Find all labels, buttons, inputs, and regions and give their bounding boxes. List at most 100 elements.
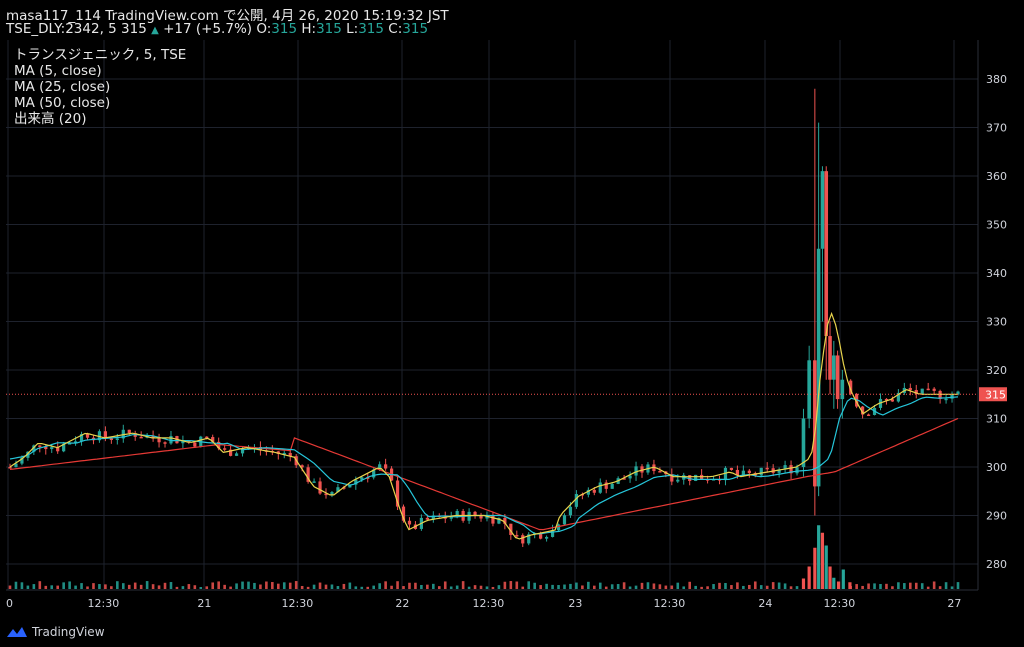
volume-bar [581,585,584,589]
candle [562,515,567,525]
volume-bar [724,583,727,589]
volume-bar [235,583,238,589]
high-value: 315 [316,21,342,37]
candle [765,467,769,470]
volume-bar [92,583,95,589]
candle [324,493,328,496]
candle [127,429,131,434]
y-tick-label: 360 [986,170,1007,183]
volume-bar [259,584,262,589]
candle [32,445,36,452]
volume-bar [187,584,191,589]
volume-bar [801,578,806,589]
volume-bar [861,585,864,589]
volume-bar [74,585,77,589]
volume-bar [181,586,185,589]
candle [163,442,167,444]
volume-bar [26,585,30,589]
candle [938,390,942,399]
volume-bar [330,584,334,589]
low-value: 315 [358,21,384,37]
volume-bar [80,583,83,589]
volume-bar [628,586,632,589]
candle [789,465,793,474]
volume-bar [62,582,65,589]
candle [151,435,155,439]
candle [807,360,811,419]
volume-bar [700,586,703,589]
volume-bar [372,585,375,589]
volume-bar [873,583,876,589]
candle [640,466,644,473]
candle [205,436,209,439]
y-tick-label: 290 [986,510,1007,523]
last-price-label: 315 [985,388,1006,401]
volume-bar [527,581,531,589]
volume-bar [121,583,125,589]
candle [479,515,483,519]
ma5-line [9,311,958,540]
price-axis[interactable]: 280 290 300 310 320 330 340 350 360 370 380 [986,73,1007,571]
volume-bar [455,585,459,589]
candle [658,471,662,473]
candle [282,452,286,455]
volume-bar [509,581,513,589]
volume-bar [14,581,18,589]
volume-bar [432,583,435,589]
volume-bar [694,585,697,589]
candle [759,467,763,476]
candle [950,394,954,399]
candle [556,524,561,531]
candle [181,440,185,444]
candle [211,437,215,442]
tradingview-footer[interactable]: TradingView [6,622,105,642]
volume-bars[interactable] [8,525,960,589]
candle [598,482,602,493]
candle [38,445,42,447]
x-tick-label: 27 [947,597,961,610]
legend-ma5[interactable]: MA (5, close) [14,63,102,79]
legend-symbol[interactable]: トランスジェニック, 5, TSE [14,47,187,63]
price-chart[interactable]: 280 290 300 310 320 330 340 350 360 370 380 0 12:30 2… [0,0,1024,622]
volume-bar [828,566,832,589]
legend-ma50[interactable]: MA (50, close) [14,95,111,111]
volume-bar [491,586,495,589]
candle [890,399,895,402]
volume-bar [545,583,548,589]
candle [139,436,143,439]
volume-bar [294,581,298,589]
volume-bar [736,582,739,589]
volume-bar [133,582,137,589]
volume-bar [217,581,220,589]
volume-bar [145,581,149,589]
low-label: L: [346,21,359,37]
volume-bar [396,581,399,589]
y-tick-label: 370 [986,122,1007,135]
volume-bar [658,584,662,589]
volume-bar [318,582,322,589]
high-label: H: [301,21,317,37]
volume-bar [420,584,423,589]
candle [56,447,60,452]
volume-bar [426,584,429,589]
candles[interactable] [8,88,960,548]
legend-ma25[interactable]: MA (25, close) [14,79,111,95]
volume-bar [885,583,888,589]
x-tick-label: 21 [197,597,211,610]
volume-bar [414,582,417,589]
volume-bar [575,582,578,589]
candle [44,446,48,450]
candle [550,530,555,537]
candle [14,463,18,468]
volume-bar [610,584,614,589]
legend-volume[interactable]: 出来高 (20) [14,111,87,127]
time-axis[interactable]: 0 12:30 21 12:30 22 12:30 23 12:30 24 12:30 27 [6,597,961,610]
y-tick-label: 300 [986,461,1007,474]
volume-bar [127,584,131,589]
candle [628,475,632,479]
volume-bar [521,586,525,589]
x-tick-label: 12:30 [654,597,686,610]
volume-bar [777,582,781,589]
candle [401,506,406,521]
candle [795,467,799,474]
